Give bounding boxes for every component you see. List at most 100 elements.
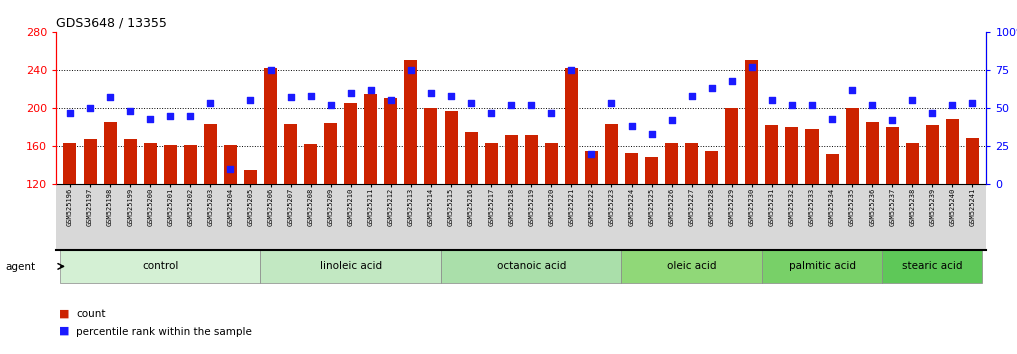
Bar	[865, 122, 879, 184]
Bar	[384, 98, 398, 184]
Point	[944, 102, 960, 108]
Point	[884, 117, 900, 123]
Bar	[625, 153, 638, 184]
Point	[803, 102, 820, 108]
Bar	[845, 108, 858, 184]
Bar	[645, 158, 658, 184]
Point	[202, 101, 219, 106]
Bar	[585, 151, 598, 184]
Text: ■: ■	[59, 308, 69, 318]
Bar	[83, 139, 97, 184]
Point	[262, 67, 279, 73]
Bar	[184, 145, 197, 184]
Bar	[525, 135, 538, 184]
Point	[463, 101, 479, 106]
Point	[283, 95, 299, 100]
Bar	[304, 144, 317, 184]
Text: ■: ■	[59, 326, 69, 336]
Bar	[925, 125, 939, 184]
Text: control: control	[142, 261, 178, 272]
Bar	[485, 143, 497, 184]
Point	[603, 101, 619, 106]
Bar	[906, 143, 918, 184]
Text: GDS3648 / 13355: GDS3648 / 13355	[56, 16, 167, 29]
Point	[423, 90, 439, 96]
Text: agent: agent	[5, 262, 36, 272]
Text: linoleic acid: linoleic acid	[319, 261, 381, 272]
Point	[483, 110, 499, 115]
Point	[543, 110, 559, 115]
Point	[724, 78, 740, 84]
Point	[62, 110, 78, 115]
FancyBboxPatch shape	[762, 250, 882, 283]
FancyBboxPatch shape	[882, 250, 982, 283]
Point	[584, 151, 600, 156]
Bar	[966, 138, 979, 184]
Bar	[364, 94, 377, 184]
Bar	[805, 129, 819, 184]
Point	[764, 97, 780, 103]
Point	[382, 97, 399, 103]
Bar	[284, 124, 297, 184]
Point	[904, 97, 920, 103]
Bar	[785, 127, 798, 184]
Point	[683, 93, 700, 99]
Point	[924, 110, 941, 115]
Point	[343, 90, 359, 96]
Point	[102, 95, 118, 100]
Text: octanoic acid: octanoic acid	[496, 261, 565, 272]
Point	[242, 97, 258, 103]
Point	[623, 124, 640, 129]
FancyBboxPatch shape	[60, 250, 260, 283]
Point	[302, 93, 318, 99]
Bar	[124, 139, 136, 184]
Bar	[725, 108, 738, 184]
Text: count: count	[76, 309, 106, 319]
Bar	[465, 132, 478, 184]
Bar	[344, 103, 357, 184]
Bar	[545, 143, 557, 184]
Bar	[826, 154, 839, 184]
Point	[442, 93, 459, 99]
Text: stearic acid: stearic acid	[902, 261, 963, 272]
Bar	[886, 127, 899, 184]
Bar	[244, 170, 257, 184]
Point	[844, 87, 860, 92]
Text: palmitic acid: palmitic acid	[788, 261, 855, 272]
Bar	[564, 68, 578, 184]
Bar	[203, 124, 217, 184]
Bar	[705, 151, 718, 184]
Bar	[685, 143, 699, 184]
FancyBboxPatch shape	[621, 250, 762, 283]
FancyBboxPatch shape	[260, 250, 441, 283]
Point	[964, 101, 980, 106]
Bar	[405, 61, 417, 184]
Point	[82, 105, 99, 111]
Point	[162, 113, 178, 118]
Point	[122, 108, 138, 114]
Bar	[424, 108, 437, 184]
Bar	[264, 68, 277, 184]
Point	[523, 102, 539, 108]
Bar	[946, 119, 959, 184]
Bar	[766, 125, 778, 184]
Point	[743, 64, 760, 70]
Bar	[605, 124, 618, 184]
Bar	[665, 143, 678, 184]
Bar	[63, 143, 76, 184]
FancyBboxPatch shape	[441, 250, 621, 283]
Point	[142, 116, 159, 121]
Point	[503, 102, 520, 108]
Bar	[324, 123, 338, 184]
Text: percentile rank within the sample: percentile rank within the sample	[76, 327, 252, 337]
Bar	[504, 135, 518, 184]
Point	[704, 85, 720, 91]
Text: oleic acid: oleic acid	[667, 261, 716, 272]
Point	[363, 87, 379, 92]
Point	[182, 113, 198, 118]
Point	[824, 116, 840, 121]
Bar	[104, 122, 117, 184]
Point	[563, 67, 580, 73]
Point	[663, 117, 679, 123]
Bar	[224, 145, 237, 184]
